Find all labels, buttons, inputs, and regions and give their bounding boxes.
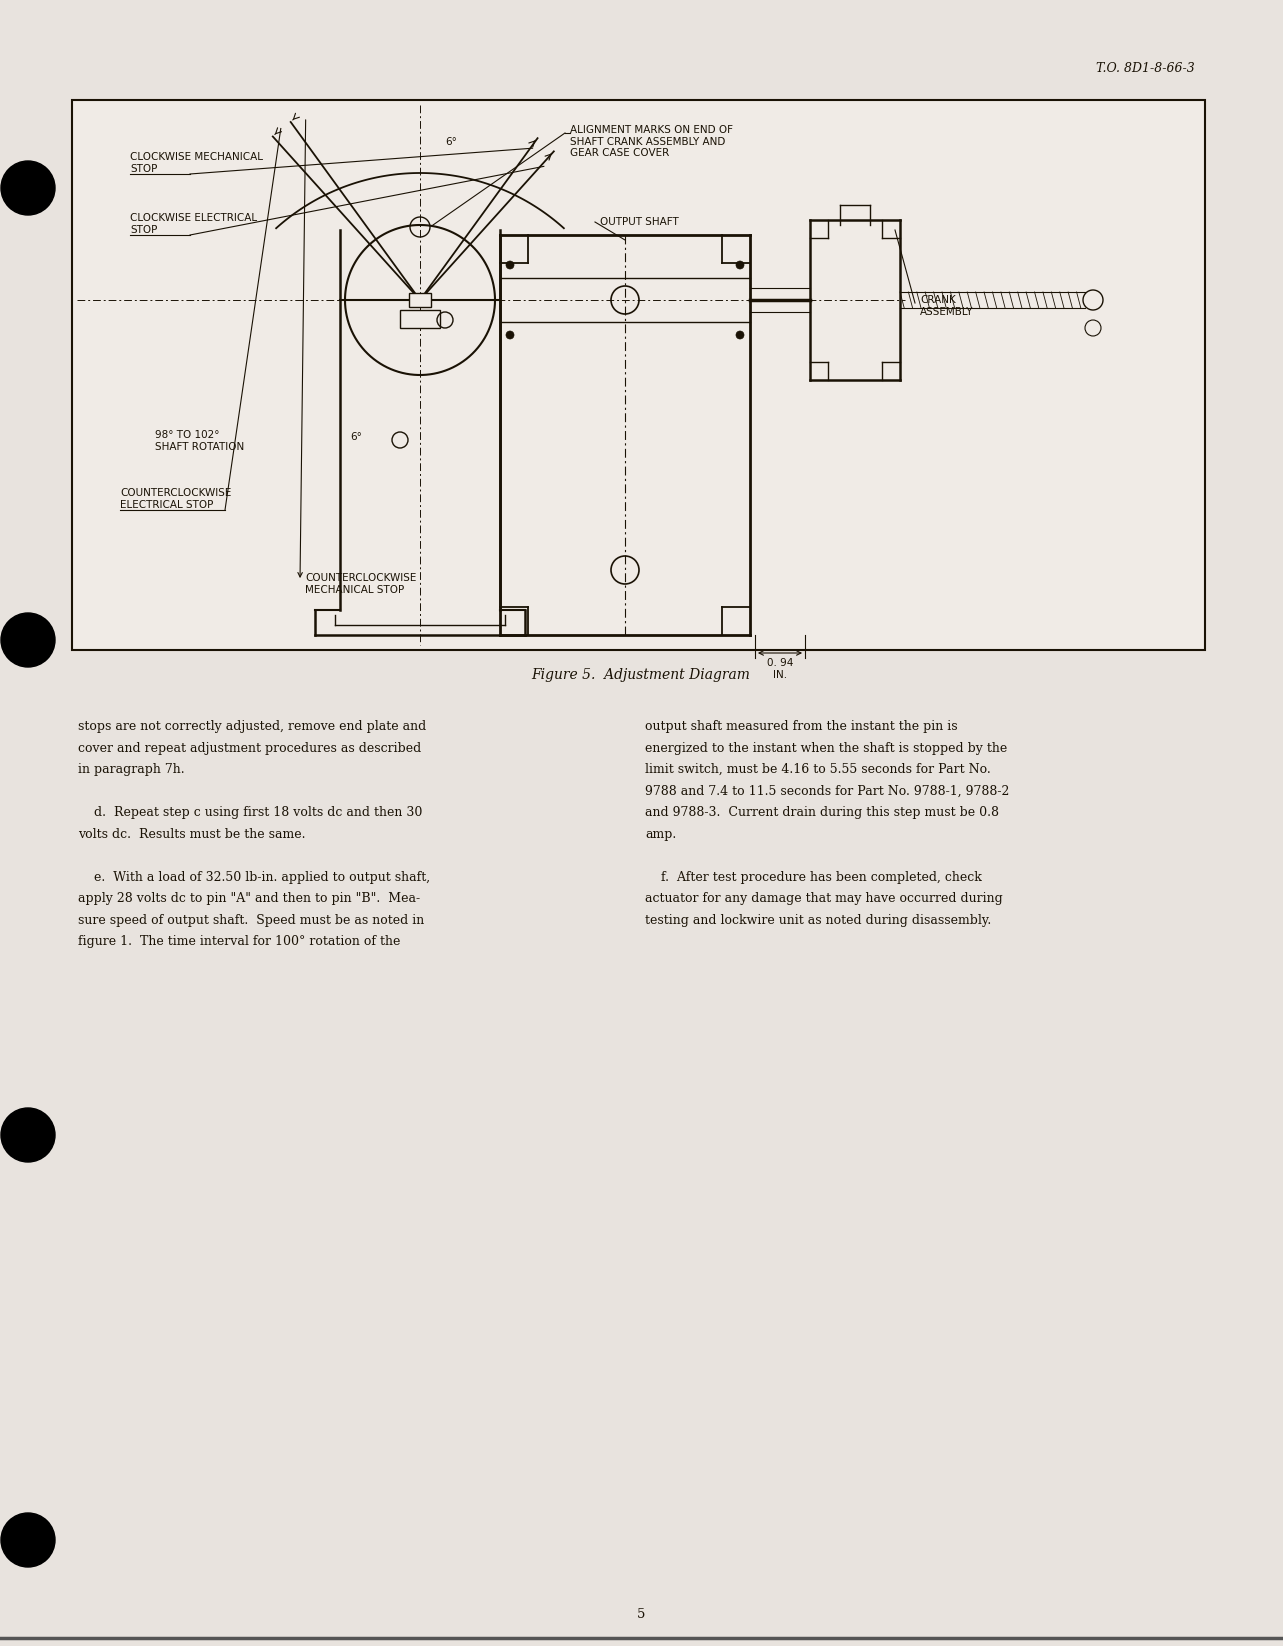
Bar xyxy=(400,309,440,328)
Text: 6°: 6° xyxy=(350,431,362,443)
Text: CLOCKWISE MECHANICAL
STOP: CLOCKWISE MECHANICAL STOP xyxy=(130,151,263,173)
Bar xyxy=(409,293,431,308)
Text: CLOCKWISE ELECTRICAL
STOP: CLOCKWISE ELECTRICAL STOP xyxy=(130,212,257,235)
Text: 98° TO 102°
SHAFT ROTATION: 98° TO 102° SHAFT ROTATION xyxy=(155,430,244,451)
Text: stops are not correctly adjusted, remove end plate and: stops are not correctly adjusted, remove… xyxy=(78,719,426,732)
Bar xyxy=(72,100,1205,650)
Text: COUNTERCLOCKWISE
MECHANICAL STOP: COUNTERCLOCKWISE MECHANICAL STOP xyxy=(305,573,417,594)
Text: d.  Repeat step c using first 18 volts dc and then 30: d. Repeat step c using first 18 volts dc… xyxy=(78,807,422,820)
Text: volts dc.  Results must be the same.: volts dc. Results must be the same. xyxy=(78,828,305,841)
Text: CRANK
ASSEMBLY: CRANK ASSEMBLY xyxy=(920,295,974,316)
Circle shape xyxy=(1,612,55,667)
Text: limit switch, must be 4.16 to 5.55 seconds for Part No.: limit switch, must be 4.16 to 5.55 secon… xyxy=(645,764,990,775)
Text: sure speed of output shaft.  Speed must be as noted in: sure speed of output shaft. Speed must b… xyxy=(78,914,425,927)
Text: e.  With a load of 32.50 lb-in. applied to output shaft,: e. With a load of 32.50 lb-in. applied t… xyxy=(78,871,430,884)
Circle shape xyxy=(1,1108,55,1162)
Text: apply 28 volts dc to pin "A" and then to pin "B".  Mea-: apply 28 volts dc to pin "A" and then to… xyxy=(78,892,420,905)
Text: output shaft measured from the instant the pin is: output shaft measured from the instant t… xyxy=(645,719,957,732)
Text: figure 1.  The time interval for 100° rotation of the: figure 1. The time interval for 100° rot… xyxy=(78,935,400,948)
Circle shape xyxy=(506,262,514,268)
Text: amp.: amp. xyxy=(645,828,676,841)
Text: in paragraph 7h.: in paragraph 7h. xyxy=(78,764,185,775)
Text: and 9788-3.  Current drain during this step must be 0.8: and 9788-3. Current drain during this st… xyxy=(645,807,999,820)
Text: cover and repeat adjustment procedures as described: cover and repeat adjustment procedures a… xyxy=(78,741,421,754)
Circle shape xyxy=(736,262,744,268)
Text: actuator for any damage that may have occurred during: actuator for any damage that may have oc… xyxy=(645,892,1003,905)
Circle shape xyxy=(1,161,55,216)
Circle shape xyxy=(1,1513,55,1567)
Text: 0. 94
IN.: 0. 94 IN. xyxy=(767,658,793,680)
Text: COUNTERCLOCKWISE
ELECTRICAL STOP: COUNTERCLOCKWISE ELECTRICAL STOP xyxy=(121,487,231,510)
Circle shape xyxy=(506,331,514,339)
Text: energized to the instant when the shaft is stopped by the: energized to the instant when the shaft … xyxy=(645,741,1007,754)
Circle shape xyxy=(736,331,744,339)
Text: 5: 5 xyxy=(636,1608,645,1621)
Text: OUTPUT SHAFT: OUTPUT SHAFT xyxy=(600,217,679,227)
Text: 9788 and 7.4 to 11.5 seconds for Part No. 9788-1, 9788-2: 9788 and 7.4 to 11.5 seconds for Part No… xyxy=(645,785,1010,798)
Text: ALIGNMENT MARKS ON END OF
SHAFT CRANK ASSEMBLY AND
GEAR CASE COVER: ALIGNMENT MARKS ON END OF SHAFT CRANK AS… xyxy=(570,125,733,158)
Text: Figure 5.  Adjustment Diagram: Figure 5. Adjustment Diagram xyxy=(531,668,751,681)
Text: T.O. 8D1-8-66-3: T.O. 8D1-8-66-3 xyxy=(1096,61,1194,74)
Text: testing and lockwire unit as noted during disassembly.: testing and lockwire unit as noted durin… xyxy=(645,914,992,927)
Text: 6°: 6° xyxy=(445,137,457,146)
Text: f.  After test procedure has been completed, check: f. After test procedure has been complet… xyxy=(645,871,981,884)
